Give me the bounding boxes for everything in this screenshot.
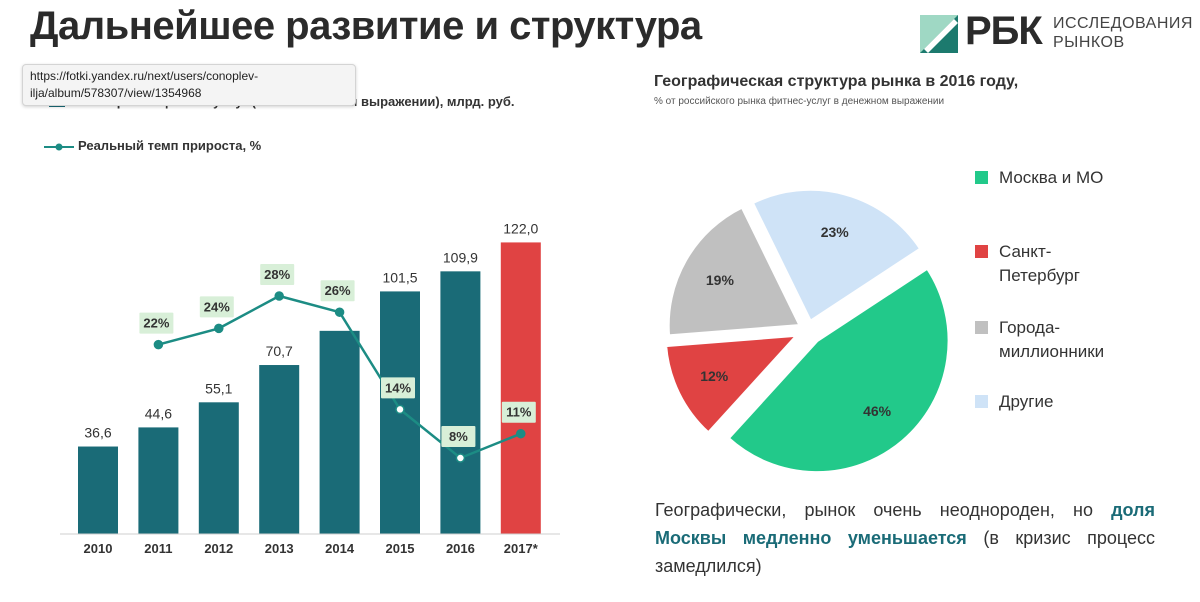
growth-rate-label: 22% — [143, 316, 169, 331]
x-tick-label: 2016 — [446, 541, 475, 556]
growth-rate-point — [274, 291, 284, 301]
bar-2014 — [319, 330, 360, 534]
slide-title: Дальнейшее развитие и структура — [30, 4, 702, 48]
growth-rate-point — [395, 404, 405, 415]
rbc-logo: РБК ИССЛЕДОВАНИЯ РЫНКОВ — [920, 9, 1200, 63]
pie-slice-cities — [666, 204, 803, 338]
pie-legend-swatch — [975, 321, 988, 334]
bar-2013 — [259, 365, 300, 534]
note-text-end: (в кризис процесс замедлился) — [655, 528, 1156, 576]
pie-title: Географическая структура рынка в 2016 го… — [654, 73, 1019, 90]
growth-rate-label-box — [381, 377, 415, 399]
note-accent: доля Москвы медленно уменьшается — [655, 500, 1155, 548]
line-legend: Реальный темп прироста, % — [44, 138, 261, 153]
growth-rate-label-box — [441, 426, 476, 447]
bar-2016 — [440, 271, 481, 534]
pie-slice-label: 46% — [863, 403, 892, 419]
bar-2012 — [198, 402, 239, 534]
line-legend-label: Реальный темп прироста, % — [78, 138, 262, 153]
growth-rate-label-box — [260, 264, 295, 285]
growth-rate-label-box — [320, 280, 355, 302]
x-tick-label: 2012 — [204, 541, 233, 556]
bar-value-label: 55,1 — [205, 380, 232, 396]
bar-value-label: 122,0 — [503, 220, 538, 236]
x-tick-label: 2011 — [144, 541, 172, 556]
url-tooltip: https://fotki.yandex.ru/next/users/conop… — [22, 64, 356, 106]
growth-rate-label: 28% — [264, 267, 290, 282]
pie-slice-moscow — [726, 266, 951, 475]
bar-2017* — [500, 242, 541, 535]
pie-slice-others — [750, 187, 923, 324]
logo-subtitle-line2: РЫНКОВ — [1053, 34, 1125, 51]
bar-value-label: 109,9 — [443, 249, 478, 265]
pie-slice-label: 12% — [700, 368, 729, 384]
x-tick-label: 2013 — [265, 541, 294, 556]
bar-value-label: 101,5 — [382, 269, 417, 285]
pie-slice-label: 23% — [821, 224, 850, 240]
x-tick-label: 2015 — [386, 541, 415, 556]
pie-slice-label: 19% — [706, 272, 735, 288]
growth-rate-point — [516, 428, 526, 439]
pie-legend-label: Города- — [999, 318, 1061, 337]
growth-rate-label-box — [501, 401, 536, 423]
pie-slice-spb — [664, 333, 801, 436]
growth-rate-label-box — [139, 312, 174, 334]
bar-value-label: 44,6 — [145, 405, 172, 421]
growth-rate-label: 26% — [325, 283, 351, 298]
rbc-logo-mark-icon — [920, 15, 958, 53]
growth-rate-point — [455, 453, 466, 463]
bar-2010 — [78, 446, 118, 534]
bar-value-label: 36,6 — [84, 425, 111, 441]
growth-rate-point — [214, 323, 224, 334]
growth-rate-label: 11% — [506, 405, 532, 420]
growth-rate-point — [153, 339, 164, 350]
note-text-start: Географически, рынок очень неоднороден, … — [655, 500, 1112, 520]
pie-legend-label: Другие — [999, 392, 1054, 411]
x-tick-label: 2010 — [84, 541, 113, 556]
pie-subtitle: % от российского рынка фитнес-услуг в де… — [654, 96, 945, 107]
logo-brand: РБК — [965, 9, 1043, 53]
logo-subtitle-line1: ИССЛЕДОВАНИЯ — [1053, 15, 1193, 32]
pie-legend-label: Санкт- — [999, 242, 1052, 261]
growth-rate-label: 14% — [385, 380, 411, 395]
growth-rate-label-box — [199, 296, 234, 318]
pie-legend-label: Москва и МО — [999, 168, 1104, 187]
conclusion-note: Географически, рынок очень неоднороден, … — [655, 496, 1155, 580]
x-tick-label: 2017* — [504, 541, 539, 556]
x-tick-label: 2014 — [325, 541, 355, 556]
pie-legend-label-line2: Петербург — [999, 266, 1080, 285]
pie-legend-swatch — [975, 171, 988, 184]
market-volume-chart: 36,6 2010 44,6 2011 55,1 2012 70,7 2013 2014 101,… — [60, 220, 560, 556]
line-legend-marker-icon — [44, 143, 74, 151]
growth-rate-point — [334, 307, 345, 317]
pie-legend-swatch — [975, 395, 988, 408]
bar-value-label: 70,7 — [266, 343, 293, 359]
growth-rate-label: 8% — [449, 429, 468, 444]
pie-legend-label-line2: миллионники — [999, 342, 1105, 361]
bar-2011 — [138, 427, 179, 534]
pie-legend-swatch — [975, 245, 988, 258]
growth-rate-label: 24% — [204, 299, 230, 314]
